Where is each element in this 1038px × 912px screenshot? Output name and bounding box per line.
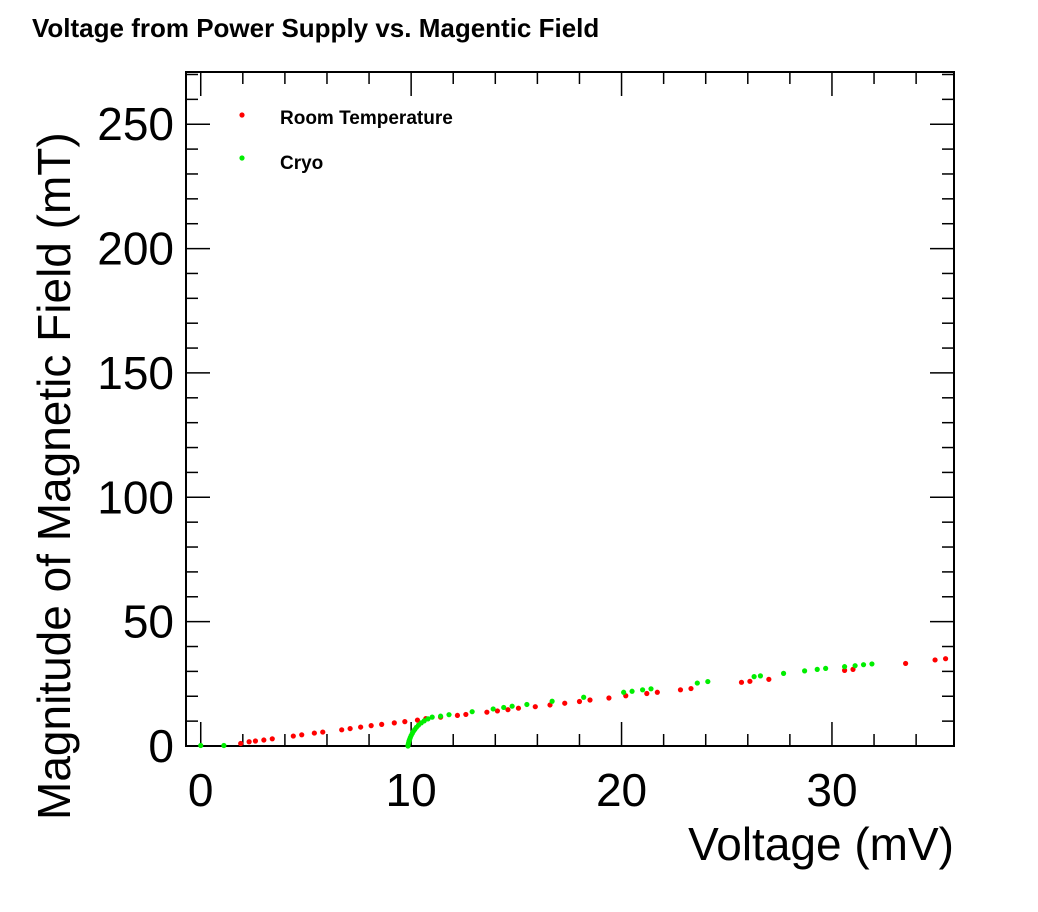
data-point-cryo: [446, 712, 452, 718]
tick-labels: 0 10 20 30 0 50 100 150 200 250: [97, 98, 857, 816]
title-box: [18, 2, 736, 56]
data-point-cryo: [509, 703, 515, 709]
data-point-room-temperature: [738, 679, 745, 685]
plot-frame: [185, 71, 955, 747]
data-point-room-temperature: [576, 698, 583, 705]
data-point-room-temperature: [379, 721, 385, 727]
data-point-room-temperature: [246, 739, 252, 745]
data-point-room-temperature: [402, 719, 408, 725]
data-point-room-temperature: [494, 708, 501, 714]
x-tick-label: 10: [386, 764, 437, 816]
data-point-room-temperature: [368, 723, 374, 729]
data-point-room-temperature: [261, 737, 267, 743]
x-axis-title: Voltage (mV): [688, 818, 954, 870]
data-point-room-temperature: [932, 657, 938, 663]
axis-ticks: [186, 72, 954, 747]
data-point-cryo: [823, 665, 829, 672]
data-point-room-temperature: [766, 676, 772, 682]
data-point-cryo: [841, 664, 848, 670]
data-point-cryo: [694, 680, 700, 686]
y-tick-label: 250: [97, 98, 174, 150]
legend-marker-room-temperature: [239, 112, 245, 118]
data-point-room-temperature: [747, 678, 753, 684]
data-point-cryo: [869, 661, 875, 667]
data-point-room-temperature: [252, 738, 259, 744]
data-point-room-temperature: [320, 729, 326, 735]
data-point-room-temperature: [515, 705, 522, 711]
data-point-room-temperature: [414, 717, 421, 723]
legend-label-room-temperature: Room Temperature: [280, 108, 453, 129]
data-point-cryo: [639, 687, 646, 693]
data-point-room-temperature: [688, 685, 694, 692]
data-point-cryo: [425, 716, 431, 722]
data-point-room-temperature: [347, 725, 353, 732]
data-point-room-temperature: [942, 656, 949, 662]
data-point-room-temperature: [587, 697, 593, 703]
data-point-cryo: [198, 742, 204, 749]
data-point-room-temperature: [606, 695, 612, 701]
data-point-room-temperature: [654, 689, 660, 695]
data-point-room-temperature: [562, 700, 568, 706]
data-point-room-temperature: [505, 707, 511, 713]
data-point-cryo: [221, 742, 227, 749]
data-point-cryo: [490, 706, 496, 712]
data-point-cryo: [621, 689, 627, 695]
data-point-cryo: [581, 694, 587, 700]
data-point-cryo: [648, 686, 654, 692]
data-point-room-temperature: [290, 733, 296, 739]
data-point-cryo: [469, 709, 475, 715]
legend-label-cryo: Cryo: [280, 153, 323, 174]
data-point-cryo: [814, 666, 820, 672]
data-point-room-temperature: [463, 711, 469, 718]
y-tick-label: 0: [148, 720, 174, 772]
data-point-cryo: [549, 698, 555, 704]
data-point-cryo: [852, 663, 858, 669]
data-point-cryo: [757, 673, 764, 679]
data-point-cryo: [705, 678, 711, 685]
data-point-room-temperature: [391, 720, 397, 726]
legend: Room Temperature Cryo: [239, 108, 453, 174]
x-tick-label: 0: [188, 764, 214, 816]
data-point-cryo: [429, 714, 435, 720]
data-point-cryo: [501, 704, 507, 711]
data-point-cryo: [860, 662, 867, 668]
data-point-room-temperature: [644, 690, 650, 697]
legend-marker-cryo: [239, 155, 245, 161]
data-point-room-temperature: [358, 724, 364, 730]
data-point-room-temperature: [311, 730, 317, 736]
data-point-room-temperature: [454, 712, 461, 719]
data-point-room-temperature: [903, 660, 909, 667]
data-point-cryo: [802, 668, 808, 674]
data-point-room-temperature: [299, 732, 305, 738]
data-point-cryo: [751, 674, 757, 680]
data-point-room-temperature: [532, 704, 538, 710]
data-point-room-temperature: [269, 736, 275, 742]
y-axis-title: Magnitude of Magnetic Field (mT): [28, 132, 80, 820]
x-tick-label: 30: [806, 764, 857, 816]
data-point-room-temperature: [339, 727, 345, 733]
data-point-cryo: [524, 701, 530, 708]
y-tick-label: 200: [97, 223, 174, 275]
data-point-room-temperature: [677, 687, 684, 693]
chart-title: Voltage from Power Supply vs. Magentic F…: [32, 13, 599, 43]
data-point-cryo: [437, 713, 444, 719]
data-points: [198, 656, 949, 749]
data-point-room-temperature: [484, 709, 490, 715]
y-tick-label: 50: [123, 596, 174, 648]
data-point-cryo: [780, 670, 787, 676]
data-point-cryo: [629, 688, 635, 694]
y-tick-label: 100: [97, 471, 174, 523]
y-tick-label: 150: [97, 347, 174, 399]
x-tick-label: 20: [596, 764, 647, 816]
data-point-room-temperature: [841, 667, 848, 673]
data-point-room-temperature: [238, 740, 244, 747]
